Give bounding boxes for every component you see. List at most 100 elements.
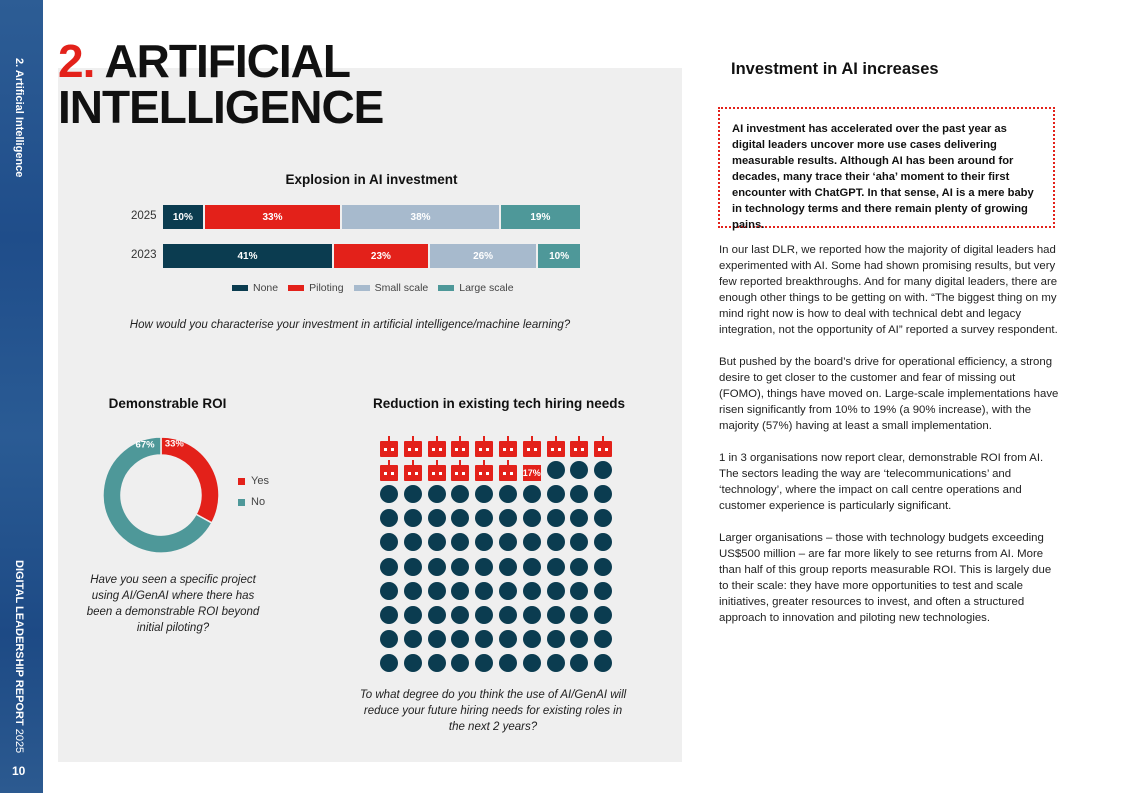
- dot-icon: [499, 581, 517, 600]
- bar-category-label: 2023: [131, 249, 157, 261]
- dot-icon: [570, 557, 589, 576]
- dot-icon: [427, 509, 446, 528]
- dot-icon: [594, 557, 613, 576]
- pictogram-title: Reduction in existing tech hiring needs: [372, 396, 626, 411]
- dot-icon: [380, 557, 398, 576]
- dot-icon: [475, 485, 494, 504]
- dot-icon: [546, 485, 565, 504]
- dot-icon: [499, 485, 517, 504]
- dot-icon: [522, 557, 541, 576]
- dot-icon: [522, 581, 541, 600]
- bar-chart-title: Explosion in AI investment: [285, 172, 458, 187]
- dot-icon: [499, 557, 517, 576]
- dot-icon: [427, 485, 446, 504]
- dot-icon: [594, 461, 613, 480]
- dot-icon: [594, 581, 613, 600]
- page-number: 10: [12, 764, 26, 778]
- dot-icon: [427, 557, 446, 576]
- dot-icon: [380, 581, 398, 600]
- bar-segment: 38%: [342, 205, 501, 229]
- bar-segment: 19%: [500, 205, 580, 229]
- dot-icon: [522, 653, 541, 672]
- donut-label: 33%: [165, 439, 185, 450]
- dot-icon: [403, 653, 422, 672]
- bar-category-label: 2025: [131, 210, 157, 222]
- callout-box: AI investment has accelerated over the p…: [718, 107, 1055, 231]
- dot-icon: [570, 533, 589, 552]
- donut-slice: [160, 436, 220, 524]
- dot-icon: [546, 557, 565, 576]
- dot-icon: [499, 605, 517, 624]
- dot-icon: [594, 485, 613, 504]
- dot-icon: [403, 629, 422, 648]
- bar-segment: 41%: [163, 244, 334, 268]
- dot-icon: [570, 461, 589, 480]
- dot-icon: [522, 485, 541, 504]
- dot-icon: [499, 533, 517, 552]
- dot-icon: [546, 509, 565, 528]
- dot-icon: [403, 509, 422, 528]
- dot-icon: [570, 581, 589, 600]
- dot-icon: [570, 653, 589, 672]
- robot-icon: [594, 436, 613, 457]
- dot-icon: [475, 605, 494, 624]
- dot-icon: [546, 581, 565, 600]
- dot-icon: [475, 653, 494, 672]
- body-text: In our last DLR, we reported how the maj…: [719, 242, 1059, 642]
- bar-segment: 23%: [333, 244, 430, 268]
- dot-icon: [403, 581, 422, 600]
- donut-question: Have you seen a specific project using A…: [86, 574, 260, 634]
- dot-icon: [570, 485, 589, 504]
- dot-icon: [594, 509, 613, 528]
- paragraph: 1 in 3 organisations now report clear, d…: [719, 452, 1044, 512]
- robot-icon: [403, 436, 422, 457]
- dot-icon: [427, 653, 446, 672]
- paragraph: In our last DLR, we reported how the maj…: [719, 244, 1058, 336]
- dot-icon: [451, 509, 470, 528]
- legend-none: None: [232, 282, 278, 294]
- donut-slice: [102, 436, 213, 554]
- paragraph: Larger organisations – those with techno…: [719, 532, 1052, 624]
- report-label: DIGITAL LEADERSHIP REPORT 2025: [13, 560, 25, 754]
- donut-title: Demonstrable ROI: [108, 396, 227, 411]
- robot-icon: [380, 460, 398, 482]
- dot-icon: [594, 653, 613, 672]
- bar-legend: None Piloting Small scale Large scale: [232, 282, 514, 294]
- robot-icon: [475, 436, 494, 457]
- dot-icon: [427, 605, 446, 624]
- robot-icon: [380, 436, 398, 457]
- dot-icon: [427, 581, 446, 600]
- dot-icon: [499, 629, 517, 648]
- dot-icon: [380, 605, 398, 624]
- paragraph: But pushed by the board’s drive for oper…: [719, 356, 1059, 432]
- dot-icon: [475, 629, 494, 648]
- robot-icon: [570, 436, 589, 457]
- dot-icon: [546, 605, 565, 624]
- dot-icon: [594, 533, 613, 552]
- dot-icon: [380, 533, 398, 552]
- dot-icon: [451, 605, 470, 624]
- dot-icon: [475, 581, 494, 600]
- dot-icon: [570, 509, 589, 528]
- page-title: 2. ARTIFICIAL INTELLIGENCE: [58, 35, 384, 133]
- dot-icon: [570, 629, 589, 648]
- bar-chart-question: How would you characterise your investme…: [129, 319, 571, 331]
- bar-segment: 10%: [163, 205, 205, 229]
- dot-icon: [451, 581, 470, 600]
- legend-large-scale: Large scale: [438, 282, 514, 294]
- bar-segment: 33%: [204, 205, 343, 229]
- dot-icon: [522, 605, 541, 624]
- pictogram-value-label: 17%: [522, 465, 541, 482]
- robot-icon: [499, 436, 517, 457]
- dot-icon: [570, 605, 589, 624]
- legend-yes: Yes: [238, 475, 269, 487]
- robot-icon: [546, 436, 565, 457]
- dot-icon: [546, 461, 565, 480]
- dot-icon: [546, 653, 565, 672]
- robot-icon: [499, 460, 517, 482]
- dot-icon: [546, 629, 565, 648]
- sidebar: 2. Artificial Intelligence DIGITAL LEADE…: [0, 0, 43, 793]
- robot-icon: [475, 460, 494, 482]
- dot-icon: [475, 533, 494, 552]
- robot-icon: [451, 460, 470, 482]
